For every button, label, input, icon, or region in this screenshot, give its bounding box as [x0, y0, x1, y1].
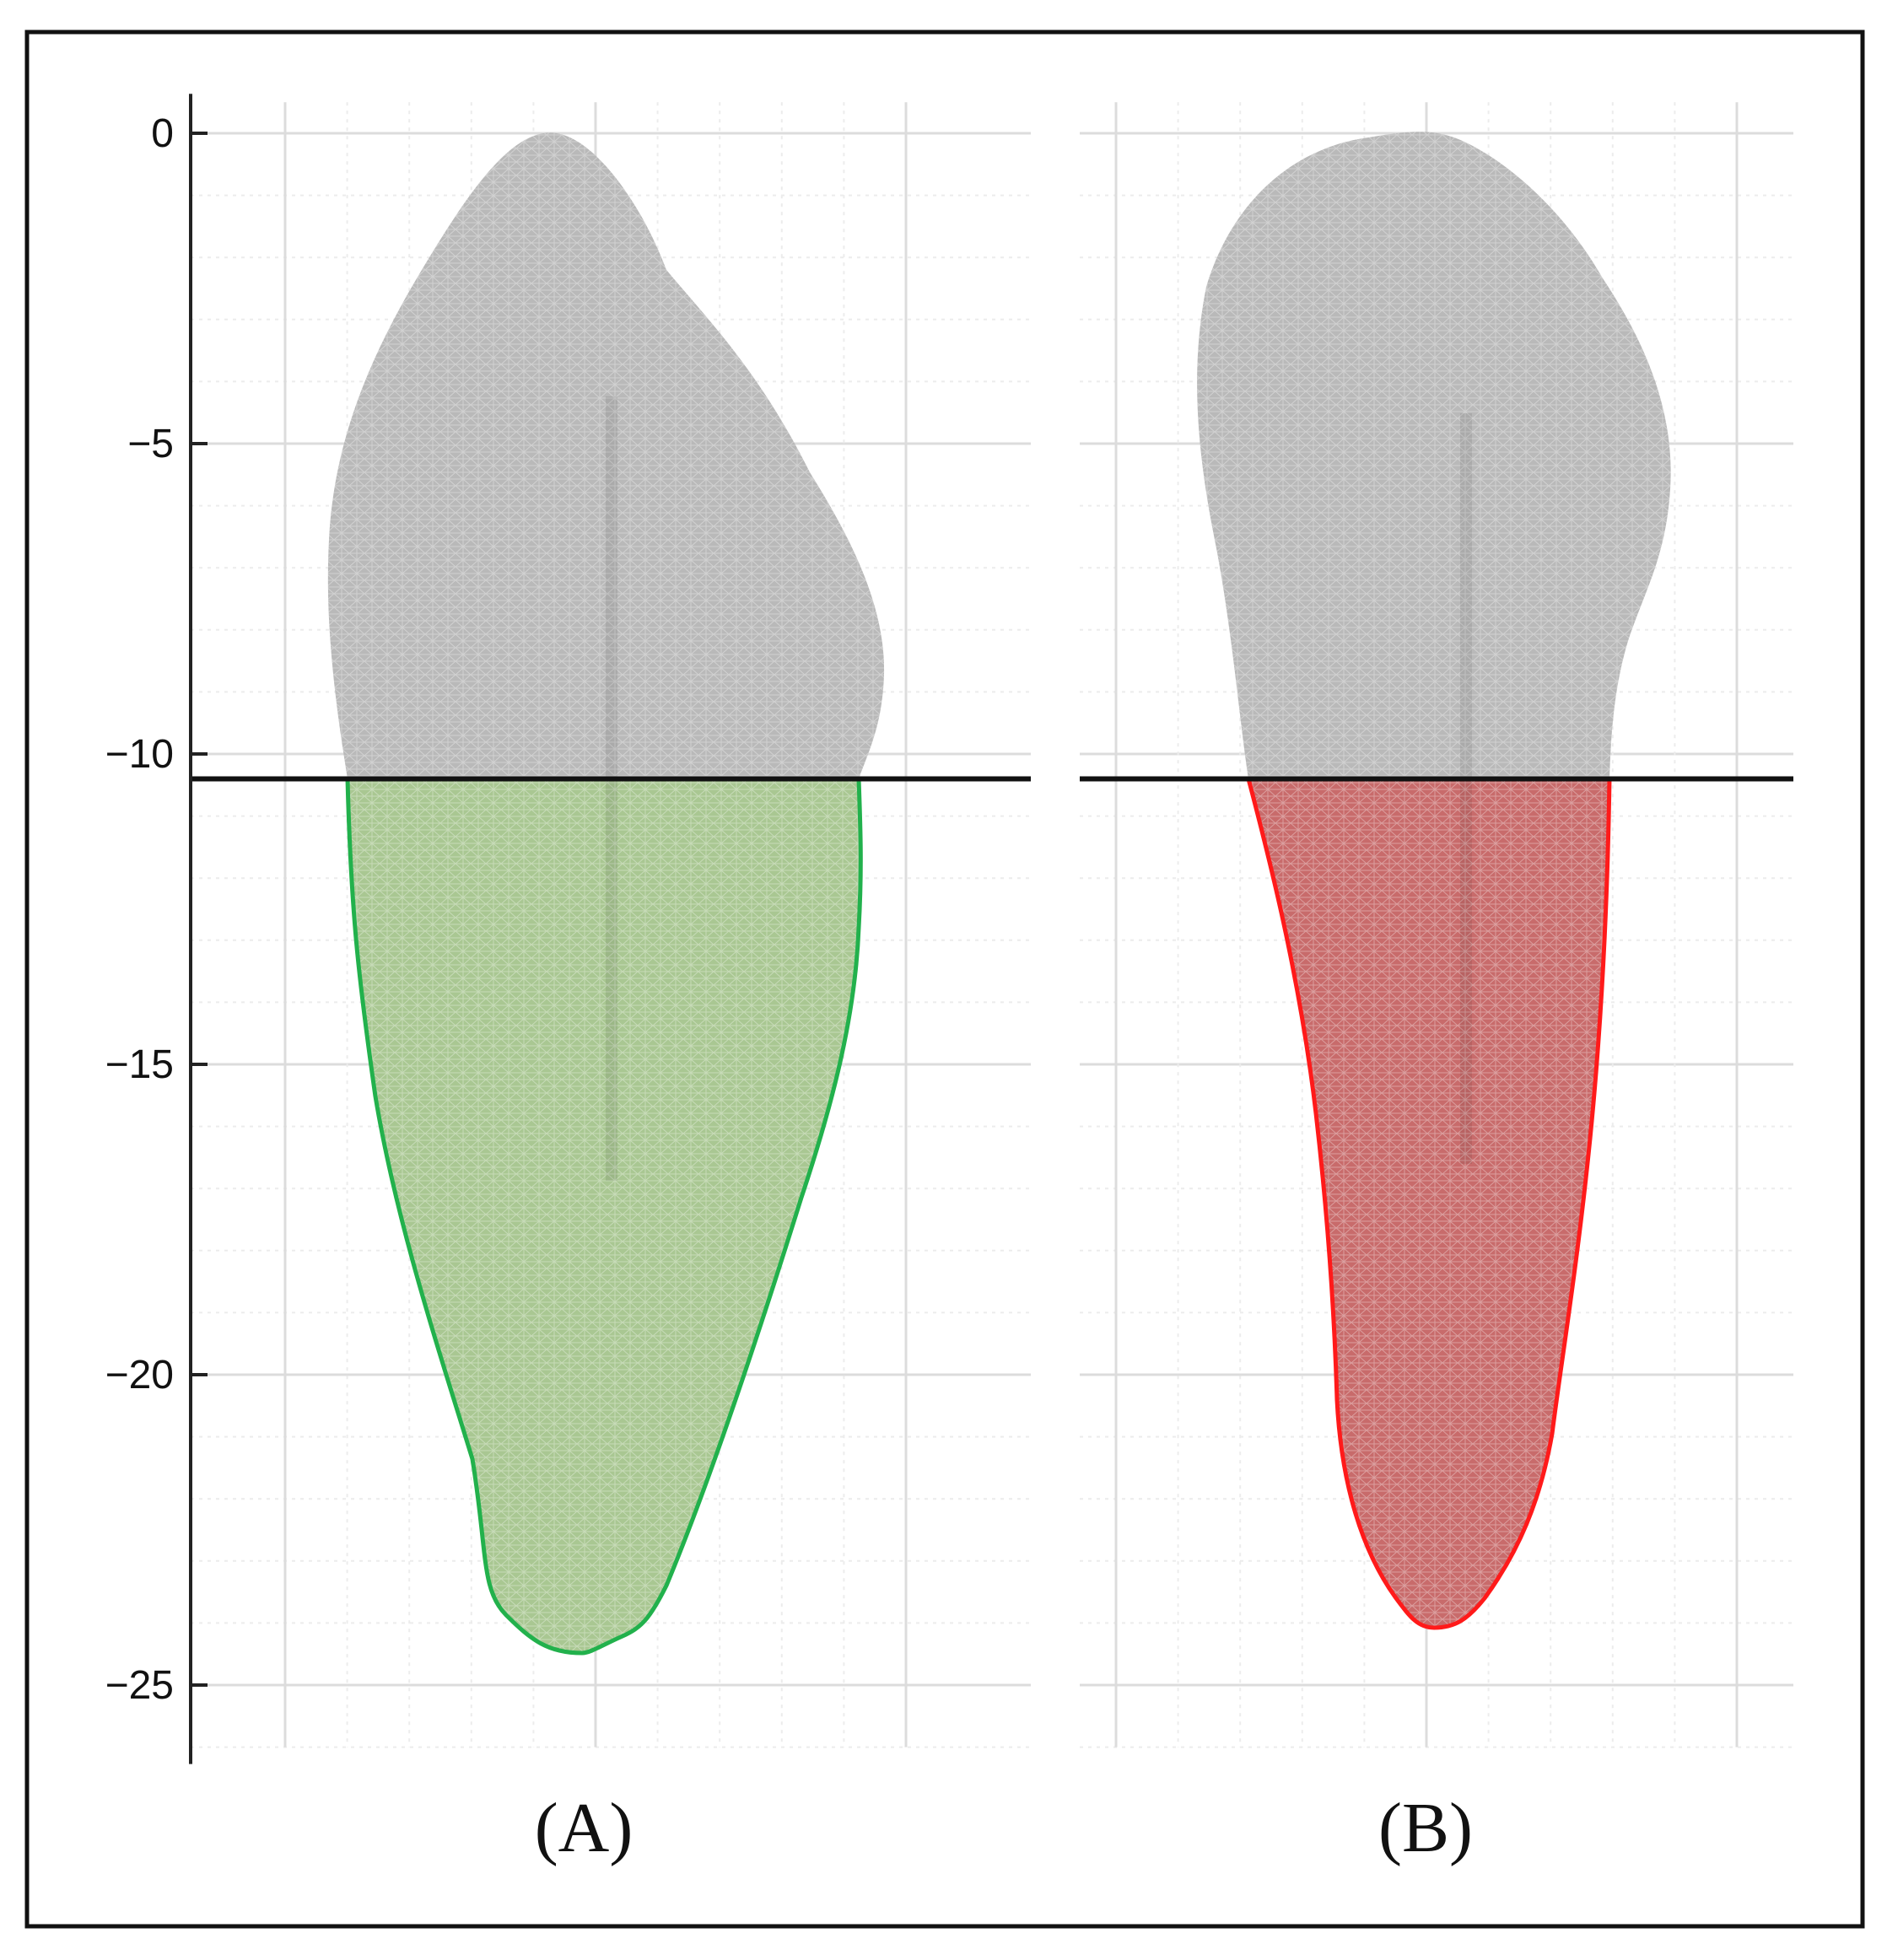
y-axis-tick-label: −15: [105, 1042, 174, 1087]
panel-a-caption: (A): [535, 1789, 633, 1867]
y-axis-tick-label: −20: [105, 1353, 174, 1397]
panel-b-caption: (B): [1378, 1789, 1473, 1867]
y-axis-tick-label: −25: [105, 1663, 174, 1708]
panel-a-root-outline: [345, 776, 863, 1656]
panel-b-root-outline: [1245, 776, 1612, 1630]
y-axis-tick-label: 0: [151, 111, 174, 156]
y-axis-ticks: 0 −5 −10 −15 −20 −25: [105, 111, 208, 1708]
y-axis-tick-label: −5: [127, 422, 174, 466]
y-axis-tick-label: −10: [105, 732, 174, 777]
figure-frame: [24, 30, 1865, 1929]
